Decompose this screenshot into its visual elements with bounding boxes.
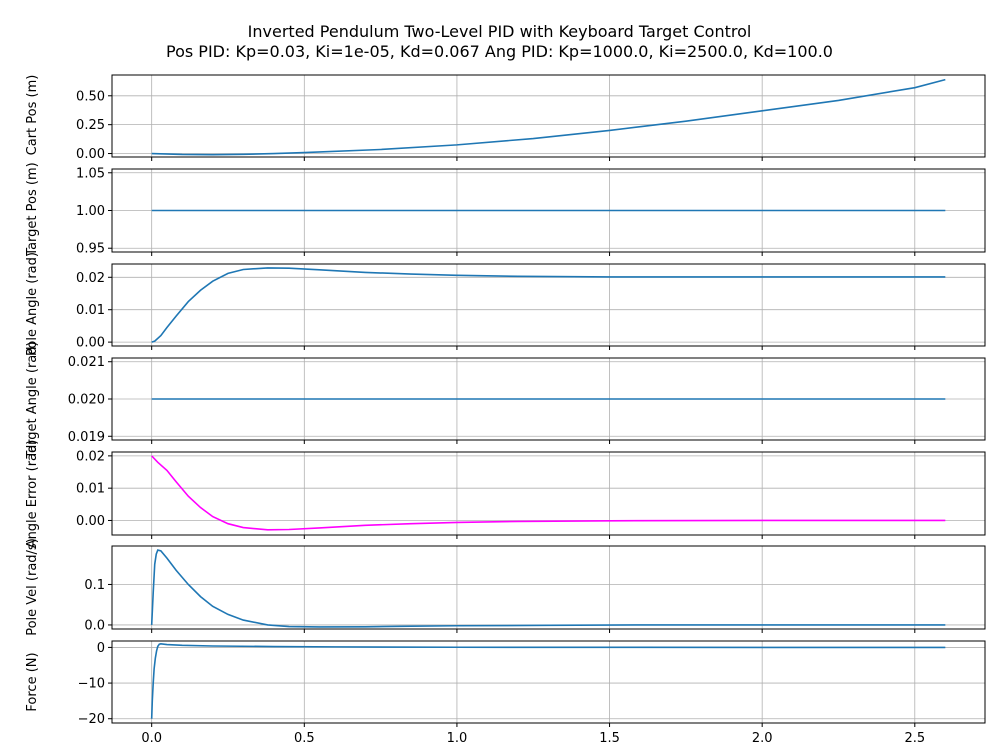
axes-frame: [111, 640, 986, 724]
x-tick-label: 0.5: [294, 731, 315, 746]
series-line: [150, 643, 946, 719]
subplot-5: 0.00 0.01 0.02 Angle Error (rad): [25, 440, 986, 549]
y-tick-label: 0: [97, 641, 105, 656]
x-tick-label: 0.0: [141, 731, 162, 746]
subplot-1: 0.00 0.25 0.50 Cart Pos (m): [25, 74, 986, 162]
subplot-3: 0.00 0.01 0.02 Pole Angle (rad): [25, 252, 986, 356]
series-line: [151, 455, 946, 531]
y-tick-label: 0.00: [76, 147, 105, 162]
y-tick-label: 0.02: [76, 449, 105, 464]
y-tick-label: 0.25: [76, 118, 105, 133]
y-axis-label: Force (N): [25, 652, 40, 711]
y-axis-label: Angle Error (rad): [25, 440, 40, 549]
y-tick-label: 0.01: [76, 303, 105, 318]
axes-frame: [111, 545, 986, 630]
x-tick-label: 1.0: [447, 731, 468, 746]
axes-frame: [111, 451, 986, 536]
subplot-2: 0.95 1.00 1.05 Target Pos (m): [25, 162, 986, 257]
y-tick-label: 0.00: [76, 336, 105, 351]
y-tick-label: 0.021: [68, 355, 105, 370]
y-axis-label: Cart Pos (m): [25, 75, 40, 156]
y-axis-label: Pole Vel (rad/s): [25, 538, 40, 636]
y-tick-label: 0.019: [68, 430, 105, 445]
y-tick-label: 0.0: [84, 618, 105, 633]
series-line: [151, 78, 946, 156]
subplot-4: 0.019 0.020 0.021 Target Angle (rad): [25, 341, 986, 460]
y-axis-label: Target Pos (m): [25, 162, 40, 256]
axes-frame: [111, 263, 986, 347]
series-line: [150, 549, 946, 628]
y-axis-label: Pole Angle (rad): [25, 252, 40, 356]
series-line: [151, 267, 946, 343]
y-tick-label: 0.00: [76, 514, 105, 529]
y-axis-label: Target Angle (rad): [25, 341, 40, 459]
x-tick-label: 2.5: [904, 731, 925, 746]
axes-frame: [111, 74, 986, 158]
figure-title-line1: Inverted Pendulum Two-Level PID with Key…: [248, 22, 752, 41]
figure-title-line2: Pos PID: Kp=0.03, Ki=1e-05, Kd=0.067 Ang…: [166, 42, 833, 61]
x-tick-label: 2.0: [752, 731, 773, 746]
y-tick-label: −20: [78, 712, 105, 727]
y-tick-label: 0.1: [84, 578, 105, 593]
subplot-7: −20 −10 0 0.0 0.5 1.0 1.5 2.0 2.5 Force (N): [25, 640, 986, 746]
y-tick-label: 0.95: [76, 242, 105, 257]
y-tick-label: 0.50: [76, 89, 105, 104]
y-tick-label: 0.01: [76, 482, 105, 497]
subplot-6: 0.0 0.1 Pole Vel (rad/s): [25, 538, 986, 636]
y-tick-label: 1.05: [76, 166, 105, 181]
y-tick-label: 0.020: [68, 393, 105, 408]
y-tick-label: 0.02: [76, 271, 105, 286]
x-tick-label: 1.5: [599, 731, 620, 746]
y-tick-label: −10: [78, 677, 105, 692]
y-tick-label: 1.00: [76, 204, 105, 219]
